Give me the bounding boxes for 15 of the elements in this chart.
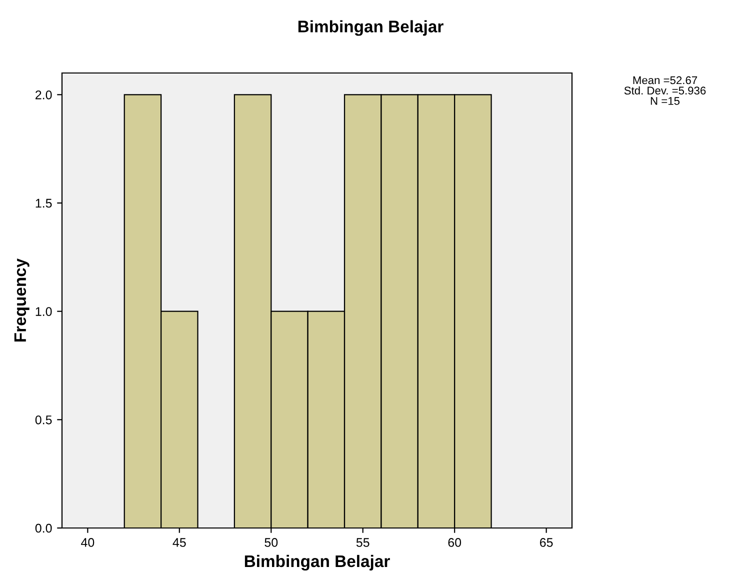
x-tick-label: 50 <box>264 538 278 547</box>
y-tick-label: 0.0 <box>35 524 52 533</box>
chart-title: Bimbingan Belajar <box>298 20 444 36</box>
y-tick-label: 1.0 <box>36 307 52 316</box>
x-axis-title: Bimbingan Belajar <box>244 554 390 571</box>
x-tick-label: 40 <box>81 538 94 547</box>
x-tick-label: 65 <box>540 538 553 547</box>
y-tick-label: 0.5 <box>35 415 52 424</box>
text: Mean =52.67 Std. Dev. =5.936 N =15 <box>624 76 706 105</box>
y-tick-label: 1.5 <box>36 198 52 208</box>
y-axis-title: Frequency <box>14 258 30 342</box>
x-tick-label: 55 <box>356 538 370 547</box>
x-tick-label: 45 <box>172 538 186 547</box>
x-tick-label: 60 <box>448 538 462 547</box>
y-tick-label: 2.0 <box>36 90 52 100</box>
